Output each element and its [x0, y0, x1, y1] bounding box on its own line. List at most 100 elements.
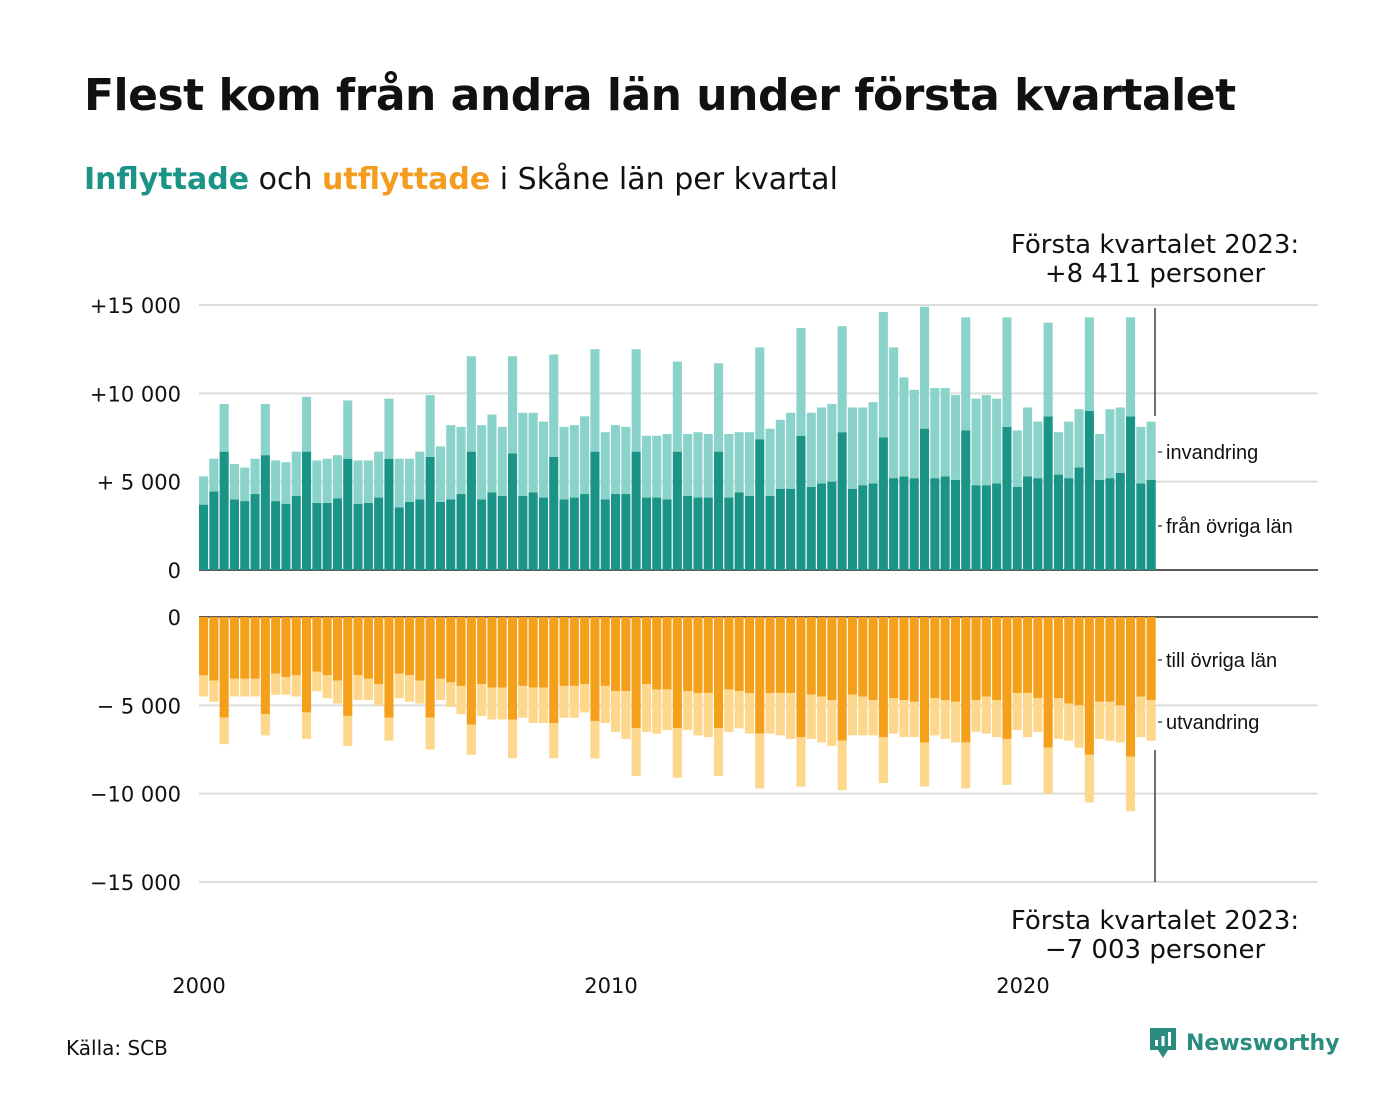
annotation-bottom-line1: Första kvartalet 2023:: [1011, 906, 1299, 936]
bar-invandring: [878, 312, 888, 438]
bar-invandring: [1033, 421, 1043, 479]
bar-utvandring: [1064, 703, 1074, 741]
bar-utvandring: [240, 678, 250, 697]
bar-utvandring: [786, 692, 796, 739]
bar-invandring: [1136, 426, 1146, 484]
annotation-top-line2: +8 411 personer: [1045, 259, 1266, 289]
bar-utvandring: [981, 696, 991, 734]
bar-fran-ovriga-lan: [456, 494, 466, 570]
bar-invandring: [703, 433, 713, 498]
bar-fran-ovriga-lan: [971, 485, 981, 570]
bar-invandring: [971, 398, 981, 486]
bar-invandring: [425, 395, 435, 457]
bar-till-ovriga-lan: [755, 617, 765, 734]
bar-fran-ovriga-lan: [343, 458, 353, 570]
bar-fran-ovriga-lan: [229, 499, 239, 570]
bar-till-ovriga-lan: [466, 617, 476, 725]
bar-invandring: [786, 412, 796, 489]
bar-utvandring: [384, 717, 394, 741]
bottom-y-tick-label: − 5 000: [97, 694, 181, 718]
bar-utvandring: [199, 675, 209, 697]
bar-utvandring: [260, 714, 270, 736]
bar-fran-ovriga-lan: [734, 492, 744, 570]
bar-invandring: [260, 403, 270, 456]
bar-invandring: [847, 407, 857, 489]
bar-utvandring: [621, 691, 631, 739]
bar-utvandring: [693, 692, 703, 736]
bar-till-ovriga-lan: [343, 617, 353, 716]
bar-till-ovriga-lan: [714, 617, 724, 729]
bar-till-ovriga-lan: [909, 617, 919, 702]
bar-utvandring: [446, 682, 456, 708]
top-y-tick-label: + 5 000: [97, 471, 181, 495]
bar-utvandring: [837, 740, 847, 791]
bar-utvandring: [302, 712, 312, 739]
bar-invandring: [271, 460, 281, 502]
bar-fran-ovriga-lan: [847, 488, 857, 570]
bar-till-ovriga-lan: [672, 617, 682, 729]
bar-utvandring: [415, 680, 425, 704]
bar-utvandring: [847, 694, 857, 736]
bar-invandring: [518, 412, 528, 496]
bar-utvandring: [961, 742, 971, 789]
bar-utvandring: [559, 685, 569, 718]
inflow-bars: [199, 306, 1156, 570]
bar-fran-ovriga-lan: [683, 495, 693, 570]
bar-utvandring: [1115, 705, 1125, 743]
bar-fran-ovriga-lan: [992, 483, 1002, 570]
bar-utvandring: [755, 733, 765, 789]
bar-till-ovriga-lan: [1043, 617, 1053, 748]
bar-invandring: [724, 433, 734, 498]
bar-fran-ovriga-lan: [652, 497, 662, 570]
bar-invandring: [302, 396, 312, 452]
bar-fran-ovriga-lan: [549, 456, 559, 570]
bar-till-ovriga-lan: [415, 617, 425, 681]
bar-utvandring: [363, 678, 373, 701]
bar-fran-ovriga-lan: [755, 439, 765, 570]
bar-fran-ovriga-lan: [724, 497, 734, 570]
bar-till-ovriga-lan: [940, 617, 950, 701]
bar-fran-ovriga-lan: [744, 495, 754, 570]
bar-fran-ovriga-lan: [981, 485, 991, 570]
bar-invandring: [817, 407, 827, 484]
bar-till-ovriga-lan: [281, 617, 291, 678]
bar-invandring: [806, 412, 816, 487]
bar-invandring: [1115, 407, 1125, 473]
bar-till-ovriga-lan: [405, 617, 415, 676]
bar-till-ovriga-lan: [703, 617, 713, 693]
bar-invandring: [405, 458, 415, 502]
bar-invandring: [1064, 421, 1074, 479]
top-y-tick-label: 0: [168, 559, 181, 583]
bar-utvandring: [631, 728, 641, 776]
bar-fran-ovriga-lan: [1115, 472, 1125, 570]
bar-till-ovriga-lan: [1095, 617, 1105, 702]
bar-invandring: [497, 426, 507, 496]
bar-fran-ovriga-lan: [1105, 478, 1115, 570]
annotation-bottom-line2: −7 003 personer: [1045, 935, 1266, 965]
bar-till-ovriga-lan: [353, 617, 363, 676]
logo-text: Newsworthy: [1186, 1030, 1340, 1056]
bar-till-ovriga-lan: [611, 617, 621, 692]
bar-fran-ovriga-lan: [291, 495, 301, 570]
bar-till-ovriga-lan: [260, 617, 270, 715]
bar-invandring: [569, 425, 579, 498]
bar-till-ovriga-lan: [487, 617, 497, 688]
bar-invandring: [1095, 433, 1105, 480]
bar-invandring: [858, 407, 868, 486]
bar-invandring: [662, 433, 672, 500]
bar-till-ovriga-lan: [641, 617, 651, 685]
bar-invandring: [940, 388, 950, 477]
bar-invandring: [930, 388, 940, 479]
bar-utvandring: [250, 678, 260, 697]
bar-fran-ovriga-lan: [466, 451, 476, 570]
bar-fran-ovriga-lan: [765, 495, 775, 570]
bar-utvandring: [1023, 692, 1033, 738]
bar-invandring: [868, 402, 878, 484]
bar-invandring: [209, 458, 219, 492]
bar-fran-ovriga-lan: [508, 453, 518, 570]
bar-utvandring: [940, 700, 950, 739]
bar-fran-ovriga-lan: [353, 503, 363, 570]
bar-fran-ovriga-lan: [312, 502, 322, 570]
bar-fran-ovriga-lan: [1136, 483, 1146, 570]
